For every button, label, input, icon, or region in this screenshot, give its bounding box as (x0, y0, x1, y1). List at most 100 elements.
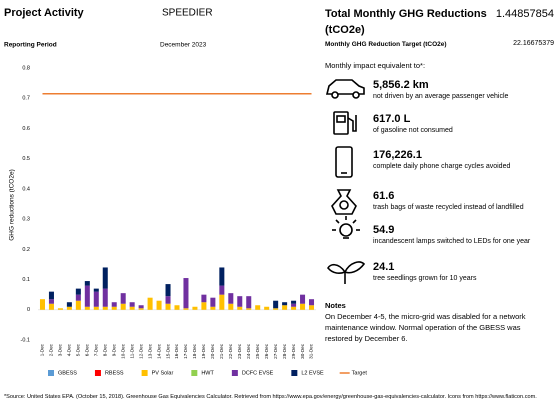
legend-label: DCFC EVSE (242, 370, 274, 376)
x-tick-label: 4-Dec (67, 343, 72, 356)
x-tick-label: 14-Dec (156, 343, 161, 359)
equivalent-value: 61.6 (373, 190, 395, 202)
x-tick-label: 15-Dec (165, 343, 170, 359)
equivalent-value: 54.9 (373, 224, 395, 236)
legend-label: RBESS (105, 370, 124, 376)
seedling-icon (327, 261, 366, 284)
bar-segment (219, 285, 225, 295)
phone-icon (335, 146, 353, 178)
x-tick-label: 6-Dec (85, 343, 90, 356)
bar-segment (93, 288, 99, 292)
icons (325, 79, 366, 284)
bar-segment (84, 285, 90, 307)
x-tick-label: 26-Dec (264, 343, 269, 359)
bar-segment (75, 288, 81, 295)
bar-segment (102, 267, 108, 289)
bar-segment (66, 302, 72, 307)
bar-segment (102, 306, 108, 310)
bar-segment (111, 306, 117, 310)
x-tick-label: 11-Dec (129, 343, 134, 358)
bar-segment (84, 306, 90, 310)
equivalent-value: 617.0 L (373, 113, 411, 125)
y-tick-label: 0 (27, 307, 30, 313)
equivalent-value: 176,226.1 (373, 149, 422, 161)
x-tick-label: 18-Dec (192, 343, 197, 359)
bar-segment (273, 308, 279, 310)
x-tick-label: 24-Dec (246, 343, 251, 359)
y-tick-label: 0.2 (22, 247, 30, 253)
equivalents-title: Monthly impact equivalent to*: (325, 61, 426, 70)
project-name: SPEEDIER (162, 8, 213, 19)
legend-label: PV Solar (152, 370, 174, 376)
chart: -0.1 0 0.1 0.2 0.3 0.4 0.5 0.6 0.7 0.8 1-Dec 2-Dec 3… (21, 65, 368, 376)
x-tick-label: 28-Dec (282, 343, 287, 359)
bar-segment (282, 305, 288, 310)
bar-segment (138, 308, 144, 310)
equivalent-text: not driven by an average passenger vehic… (373, 93, 509, 100)
legend-swatch (94, 370, 101, 376)
bar-segment (291, 300, 297, 304)
equivalent-value: 5,856.2 km (373, 79, 429, 91)
x-tick-label: 2-Dec (49, 343, 54, 356)
bar-segment (219, 294, 225, 310)
bar-segment (120, 293, 126, 304)
bar-segment (174, 305, 180, 310)
bar-segment (48, 299, 54, 304)
bar-segment (246, 296, 252, 309)
bar-segment (165, 284, 171, 297)
x-tick-label: 3-Dec (58, 343, 63, 356)
bar-segment (57, 308, 63, 310)
legend-swatch (231, 370, 238, 376)
y-axis-label: GHG reductions (tCO2e) (9, 169, 16, 241)
equivalent-text: tree seedlings grown for 10 years (373, 275, 477, 282)
y-tick-label: 0.5 (22, 156, 30, 162)
bar-segment (183, 308, 189, 310)
bar-segment (309, 305, 315, 310)
bag-icon (331, 189, 357, 215)
x-tick-label: 27-Dec (273, 343, 278, 359)
x-tick-label: 12-Dec (138, 343, 143, 359)
bar-segment (147, 297, 153, 310)
source-note: *Source: United States EPA. (October 15,… (4, 394, 537, 400)
bar-segment (129, 306, 135, 310)
bar-segment (201, 294, 207, 303)
x-tick-label: 16-Dec (174, 343, 179, 359)
bar-segment (291, 306, 297, 310)
x-tick-label: 31-Dec (309, 343, 314, 359)
bar-segment (282, 302, 288, 306)
legend-label: HWT (201, 370, 214, 376)
x-tick-label: 30-Dec (300, 343, 305, 359)
bar-segment (210, 297, 216, 307)
x-tick-label: 8-Dec (102, 343, 107, 356)
bar-segment (273, 300, 279, 309)
x-tick-label: 29-Dec (291, 343, 296, 359)
bar-segment (66, 306, 72, 310)
y-tick-label: 0.6 (22, 126, 30, 132)
bar-segment (255, 305, 261, 310)
y-tick-label: 0.3 (22, 217, 30, 223)
legend-swatch (191, 370, 198, 376)
bar-segment (210, 306, 216, 310)
bar-segment (75, 300, 81, 310)
x-tick-label: 17-Dec (183, 343, 188, 359)
equivalent-text: incandescent lamps switched to LEDs for … (373, 238, 531, 245)
bar-segment (39, 299, 45, 310)
y-tick-label: 0.7 (22, 96, 30, 102)
total-value: 1.44857854 (495, 8, 554, 20)
bar-segment (219, 267, 225, 286)
x-tick-label: 1-Dec (40, 343, 45, 356)
x-tick-label: 21-Dec (219, 343, 224, 359)
notes-text: On December 4-5, the micro-grid was disa… (325, 312, 526, 343)
bar-segment (237, 306, 243, 310)
y-tick-label: 0.8 (22, 65, 30, 71)
period-label: Reporting Period (4, 42, 57, 49)
target-value: 22.16675379 (513, 40, 554, 47)
x-tick-label: 5-Dec (76, 343, 81, 356)
x-tick-label: 19-Dec (201, 343, 206, 359)
x-tick-label: 13-Dec (147, 343, 152, 359)
bar-segment (192, 306, 198, 310)
x-tick-label: 9-Dec (111, 343, 116, 356)
target-label: Monthly GHG Reduction Target (tCO2e) (325, 41, 447, 48)
